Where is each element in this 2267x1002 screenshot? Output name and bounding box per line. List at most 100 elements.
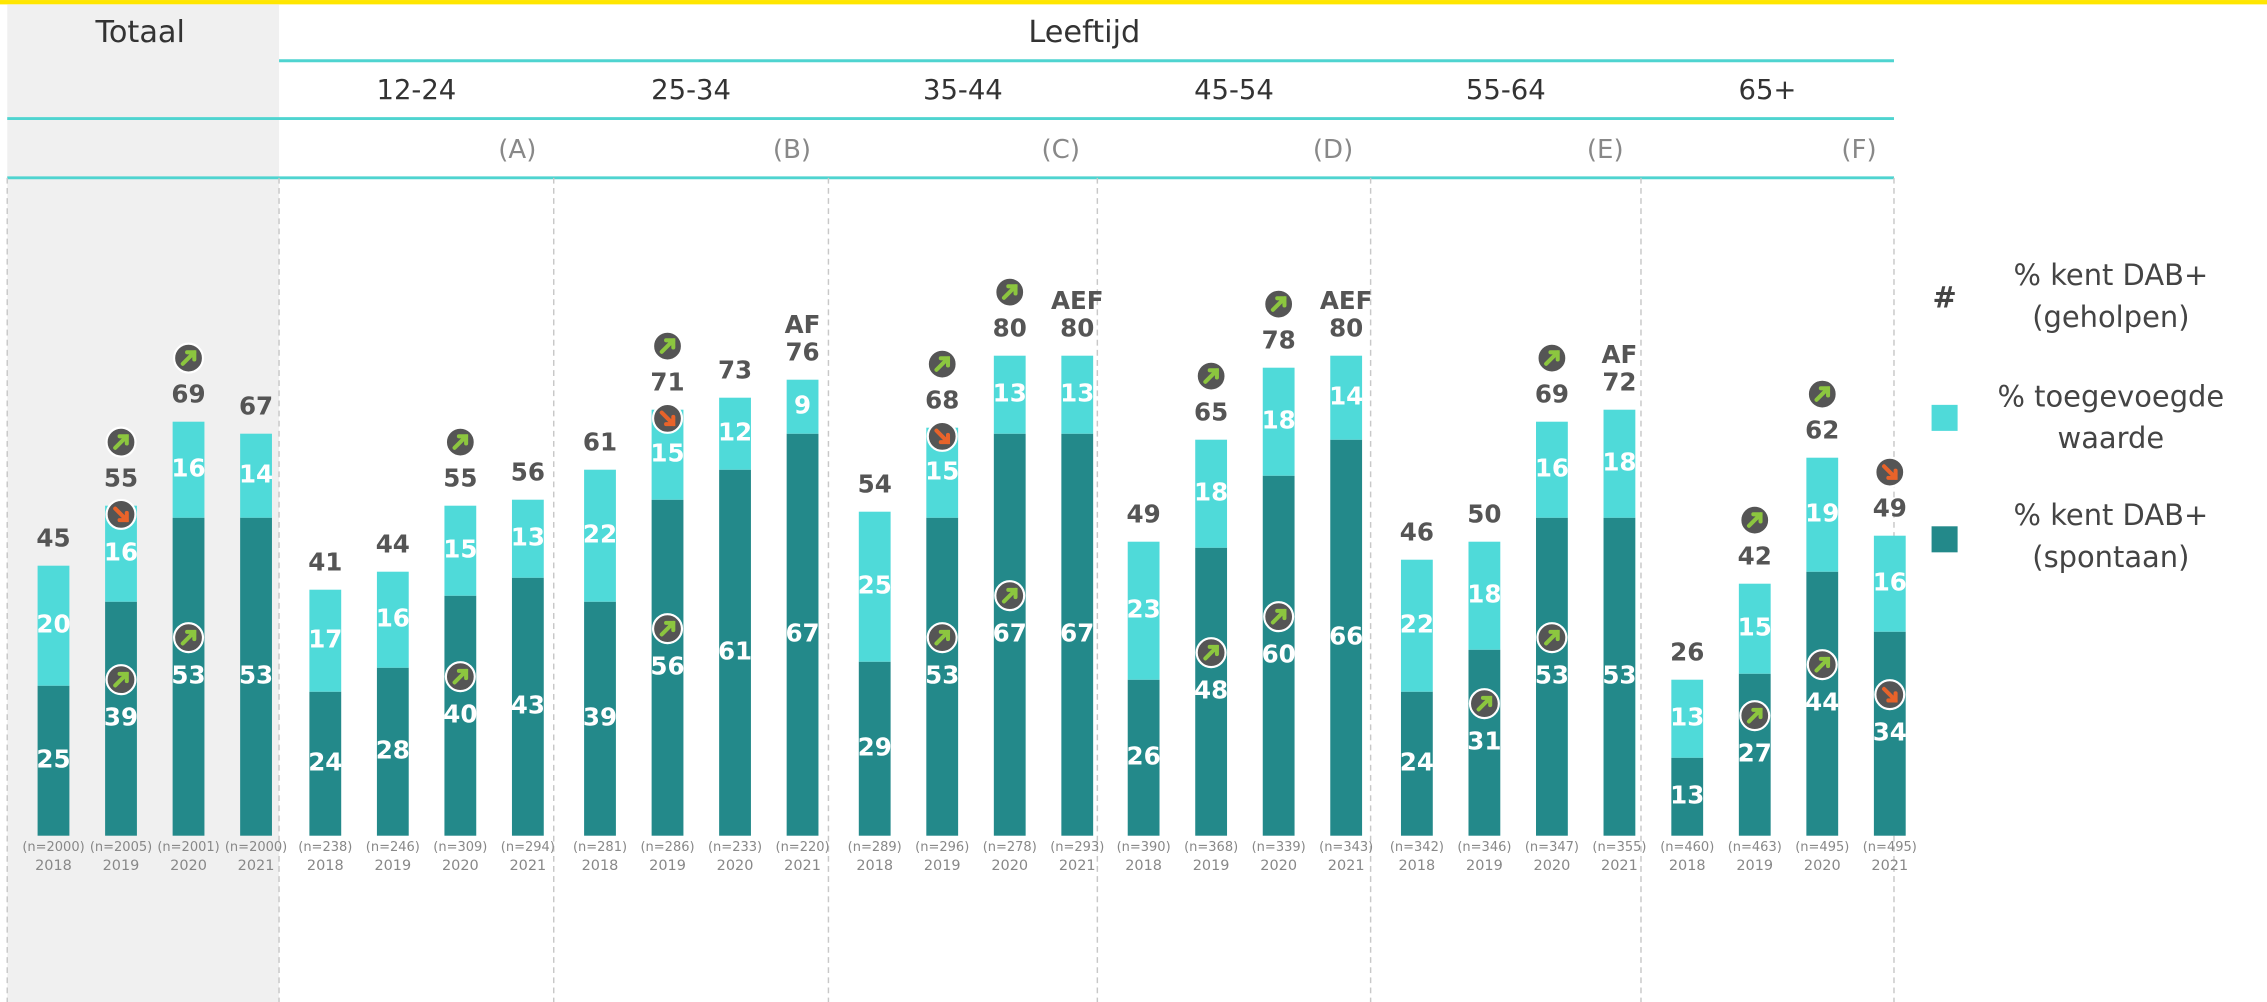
value-label: 34	[1873, 718, 1907, 747]
trend-arrow	[1881, 464, 1898, 480]
n-label: (n=293)	[1050, 840, 1104, 855]
bar-segment	[993, 355, 1026, 434]
value-label: 53	[1602, 661, 1636, 690]
bar-segment	[1603, 517, 1636, 836]
total-label: 80	[1329, 314, 1363, 343]
bar-segment	[1536, 517, 1568, 836]
year-label: 2018	[1399, 858, 1436, 874]
legend: # % kent DAB+ (geholpen) % toegevoegde w…	[1931, 257, 2224, 574]
bar-segment	[1400, 691, 1433, 836]
trend-icon	[1536, 622, 1568, 654]
value-label: 22	[583, 520, 617, 549]
value-label: 56	[650, 652, 684, 681]
year-label: 2019	[1466, 858, 1503, 874]
bar-segment	[444, 505, 477, 596]
n-label: (n=368)	[1184, 840, 1238, 855]
year-label: 2018	[307, 858, 344, 874]
total-label: 42	[1738, 542, 1772, 571]
value-label: 17	[308, 625, 342, 654]
total-label: 68	[925, 386, 959, 415]
n-label: (n=309)	[433, 840, 487, 855]
bar-segment	[376, 667, 409, 836]
bar-segment	[37, 685, 70, 836]
year-label: 2018	[582, 858, 619, 874]
trend-arrow	[659, 620, 676, 637]
year-label: 2020	[1260, 858, 1297, 874]
value-label: 13	[1670, 781, 1704, 810]
bar-segment	[858, 661, 891, 836]
year-label: 2021	[1328, 858, 1365, 874]
n-label: (n=296)	[915, 840, 969, 855]
value-label: 53	[239, 661, 273, 690]
n-label: (n=495)	[1795, 840, 1849, 855]
n-label: (n=278)	[983, 840, 1037, 855]
n-label: (n=289)	[848, 840, 902, 855]
trend-icon	[994, 580, 1026, 612]
value-label: 24	[308, 748, 342, 777]
bar-segment	[1671, 757, 1704, 836]
bar-segment	[926, 517, 959, 836]
bar-segment	[1603, 409, 1636, 518]
value-label: 14	[239, 460, 273, 489]
value-label: 18	[1262, 406, 1296, 435]
bar-segment	[376, 571, 409, 668]
trend-arrow	[934, 428, 951, 445]
trend-arrow	[113, 506, 129, 523]
total-label: 50	[1467, 500, 1501, 529]
bar-segment	[786, 433, 819, 836]
bar-segment	[37, 565, 70, 686]
value-label: 20	[36, 610, 70, 639]
legend-symbol: #	[1932, 280, 1956, 314]
bar-segment	[1873, 631, 1906, 836]
trend-icon	[1468, 688, 1500, 720]
value-label: 25	[858, 571, 892, 600]
total-label: 44	[376, 530, 410, 559]
n-label: (n=342)	[1390, 840, 1444, 855]
bar-segment	[786, 379, 819, 434]
header-total: Totaal	[94, 15, 185, 50]
trend-icon	[1739, 504, 1771, 536]
bar-segment	[1468, 541, 1501, 650]
trend-icon	[1806, 378, 1838, 410]
group-name: 55-64	[1466, 75, 1546, 106]
bar-segment	[1400, 559, 1433, 692]
year-label: 2020	[170, 858, 207, 874]
value-label: 40	[443, 700, 477, 729]
header-age: Leeftijd	[1028, 15, 1140, 50]
trend-icon	[1195, 360, 1227, 392]
trend-arrow	[1270, 296, 1287, 312]
total-label: 56	[511, 458, 545, 487]
trend-icon	[651, 330, 684, 362]
trend-arrow	[1881, 686, 1898, 703]
value-label: 18	[1467, 580, 1501, 609]
value-label: 27	[1738, 739, 1772, 768]
group-letter: (B)	[773, 135, 811, 165]
trend-arrow	[1814, 656, 1831, 673]
total-label: 55	[443, 464, 477, 493]
value-label: 23	[1127, 595, 1161, 624]
bar-segment	[511, 499, 544, 578]
bar-segment	[444, 595, 477, 836]
trend-arrow	[452, 434, 469, 450]
value-label: 31	[1467, 727, 1501, 756]
year-label: 2020	[991, 858, 1028, 874]
bar-segment	[172, 517, 205, 836]
year-label: 2020	[1804, 858, 1841, 874]
year-label: 2020	[442, 858, 479, 874]
total-label: 62	[1805, 416, 1839, 445]
n-label: (n=2000)	[225, 840, 287, 855]
year-label: 2020	[717, 858, 754, 874]
trend-arrow	[452, 668, 469, 685]
bar-segment	[1536, 421, 1568, 518]
trend-arrow	[659, 338, 676, 354]
value-label: 60	[1262, 640, 1296, 669]
group-letter: (D)	[1313, 135, 1353, 165]
trend-icon	[105, 664, 137, 696]
year-label: 2019	[924, 858, 961, 874]
total-label: 61	[583, 428, 617, 457]
value-label: 18	[1602, 448, 1636, 477]
trend-arrow	[659, 410, 676, 427]
n-label: (n=294)	[501, 840, 555, 855]
year-label: 2021	[238, 858, 275, 874]
total-label: 26	[1670, 638, 1704, 667]
